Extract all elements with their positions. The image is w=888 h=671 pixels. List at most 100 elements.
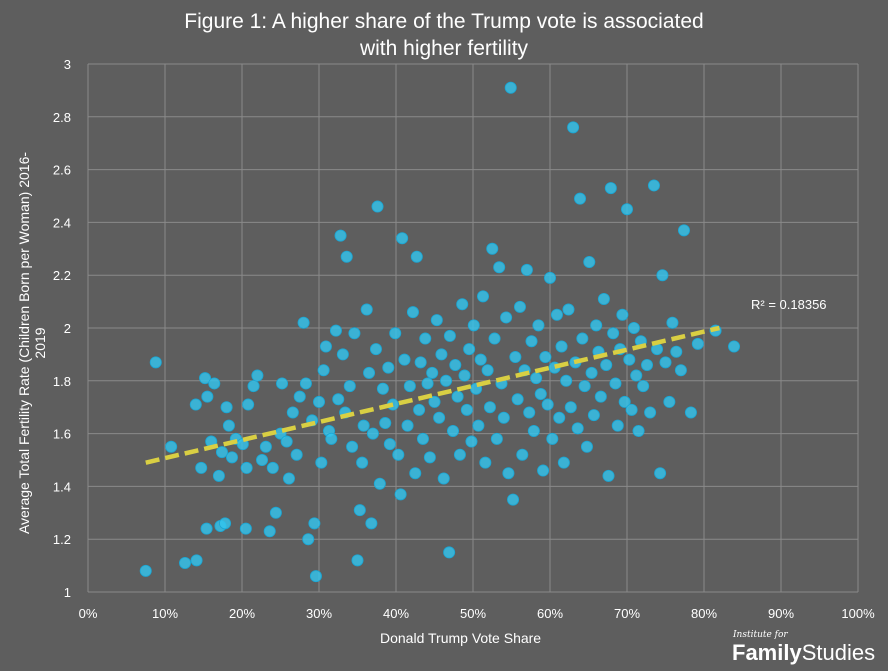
data-point [456, 298, 469, 311]
data-point [560, 374, 573, 387]
data-point [516, 448, 529, 461]
data-point [611, 419, 624, 432]
data-point [691, 337, 704, 350]
data-point [247, 380, 260, 393]
data-point [392, 448, 405, 461]
data-points [139, 81, 741, 583]
data-point [477, 290, 490, 303]
data-point [282, 472, 295, 485]
data-point [458, 369, 471, 382]
x-tick-label: 40% [383, 606, 409, 621]
data-point [199, 372, 212, 385]
data-point [353, 504, 366, 517]
data-point [632, 424, 645, 437]
data-point [208, 377, 221, 390]
data-point [336, 348, 349, 361]
data-point [396, 232, 409, 245]
chart-title-line-2: with higher fertility [359, 37, 529, 60]
x-axis-label: Donald Trump Vote Share [380, 630, 542, 646]
data-point [290, 448, 303, 461]
data-point [621, 203, 634, 216]
data-point [212, 469, 225, 482]
chart-title-line-1: Figure 1: A higher share of the Trump vo… [184, 10, 704, 33]
data-point [587, 409, 600, 422]
data-point [317, 364, 330, 377]
data-point [382, 361, 395, 374]
data-point [286, 406, 299, 419]
y-tick-label: 2.2 [53, 268, 71, 283]
data-point [594, 390, 607, 403]
data-point [276, 377, 289, 390]
data-point [670, 345, 683, 358]
grid [87, 63, 859, 593]
data-point [293, 390, 306, 403]
data-point [618, 395, 631, 408]
data-point [356, 456, 369, 469]
y-tick-label: 2 [64, 321, 71, 336]
data-point [414, 356, 427, 369]
trendline [145, 325, 720, 465]
data-point [242, 398, 255, 411]
data-point [340, 250, 353, 263]
data-point [637, 380, 650, 393]
data-point [201, 390, 214, 403]
data-point [530, 372, 543, 385]
data-point [597, 292, 610, 305]
data-point [481, 364, 494, 377]
data-point [446, 424, 459, 437]
data-point [571, 422, 584, 435]
data-point [567, 121, 580, 134]
y-tick-label: 1.4 [53, 479, 71, 494]
data-point [239, 522, 252, 535]
data-point [437, 472, 450, 485]
data-point [600, 358, 613, 371]
data-point [550, 308, 563, 321]
data-point [546, 432, 559, 445]
data-point [604, 182, 617, 195]
data-point [497, 411, 510, 424]
data-point [219, 517, 232, 530]
data-point [555, 340, 568, 353]
data-point [527, 424, 540, 437]
data-point [486, 242, 499, 255]
data-point [410, 250, 423, 263]
data-point [190, 554, 203, 567]
data-point [346, 440, 359, 453]
data-point [225, 451, 238, 464]
data-point [423, 451, 436, 464]
data-point [539, 351, 552, 364]
data-point [460, 403, 473, 416]
data-point [401, 419, 414, 432]
data-point [263, 525, 276, 538]
data-point [453, 448, 466, 461]
data-point [625, 403, 638, 416]
data-point [504, 81, 517, 94]
data-point [525, 335, 538, 348]
data-point [383, 438, 396, 451]
data-point [465, 435, 478, 448]
data-point [369, 343, 382, 356]
data-point [490, 432, 503, 445]
data-point [348, 327, 361, 340]
data-point [299, 377, 312, 390]
brand-wordmark: FamilyStudies [732, 640, 875, 666]
data-point [433, 411, 446, 424]
x-tick-label: 60% [537, 606, 563, 621]
data-point [240, 461, 253, 474]
data-point [443, 546, 456, 559]
data-point [251, 369, 264, 382]
data-point [513, 300, 526, 313]
chart-title: Figure 1: A higher share of the Trump vo… [0, 8, 888, 62]
data-point [684, 406, 697, 419]
x-tick-label: 100% [841, 606, 875, 621]
x-tick-label: 50% [460, 606, 486, 621]
data-point [564, 401, 577, 414]
data-point [479, 456, 492, 469]
data-point [416, 432, 429, 445]
data-point [474, 353, 487, 366]
data-point [463, 343, 476, 356]
trendline-group [145, 325, 720, 465]
brand-rest-text: Studies [801, 640, 876, 665]
data-point [435, 348, 448, 361]
data-point [269, 506, 282, 519]
